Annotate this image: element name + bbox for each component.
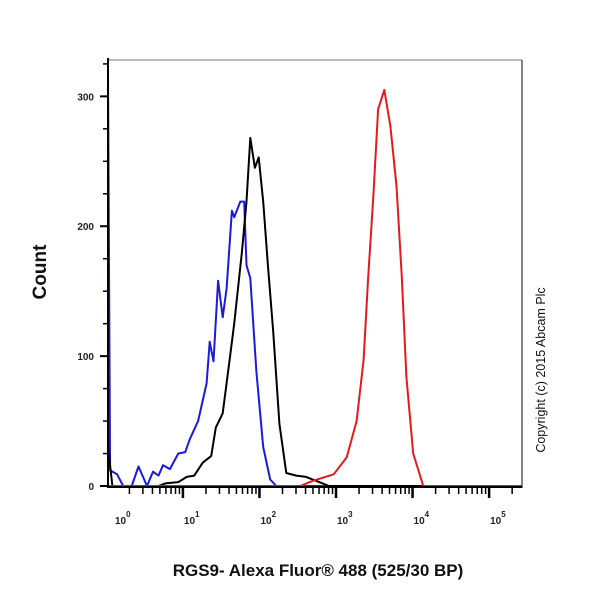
axes-layer: [107, 58, 523, 488]
y-tick-label: 300: [77, 92, 94, 103]
series-layer: [107, 73, 522, 487]
x-tick-label: 104: [414, 510, 430, 527]
copyright-annotation: Copyright (c) 2015 Abcam Plc: [534, 287, 548, 452]
x-tick-label: 103: [337, 510, 353, 527]
y-tick-label: 200: [77, 222, 94, 233]
y-axis-title: Count: [30, 244, 51, 300]
ticks-layer: 0 100 200 300 100 101 102 103 104 105: [77, 63, 513, 527]
histogram-series-2: [107, 136, 522, 487]
x-tick-label: 105: [490, 510, 506, 527]
x-tick-label: 100: [115, 510, 131, 527]
histogram-series-3: [108, 88, 522, 487]
y-tick-label: 100: [77, 352, 94, 363]
x-axis-title: RGS9- Alexa Fluor® 488 (525/30 BP): [173, 561, 464, 580]
y-tick-label: 0: [88, 482, 94, 493]
histogram-series-1: [107, 73, 522, 487]
x-tick-label: 102: [260, 510, 276, 527]
x-tick-label: 101: [184, 510, 200, 527]
